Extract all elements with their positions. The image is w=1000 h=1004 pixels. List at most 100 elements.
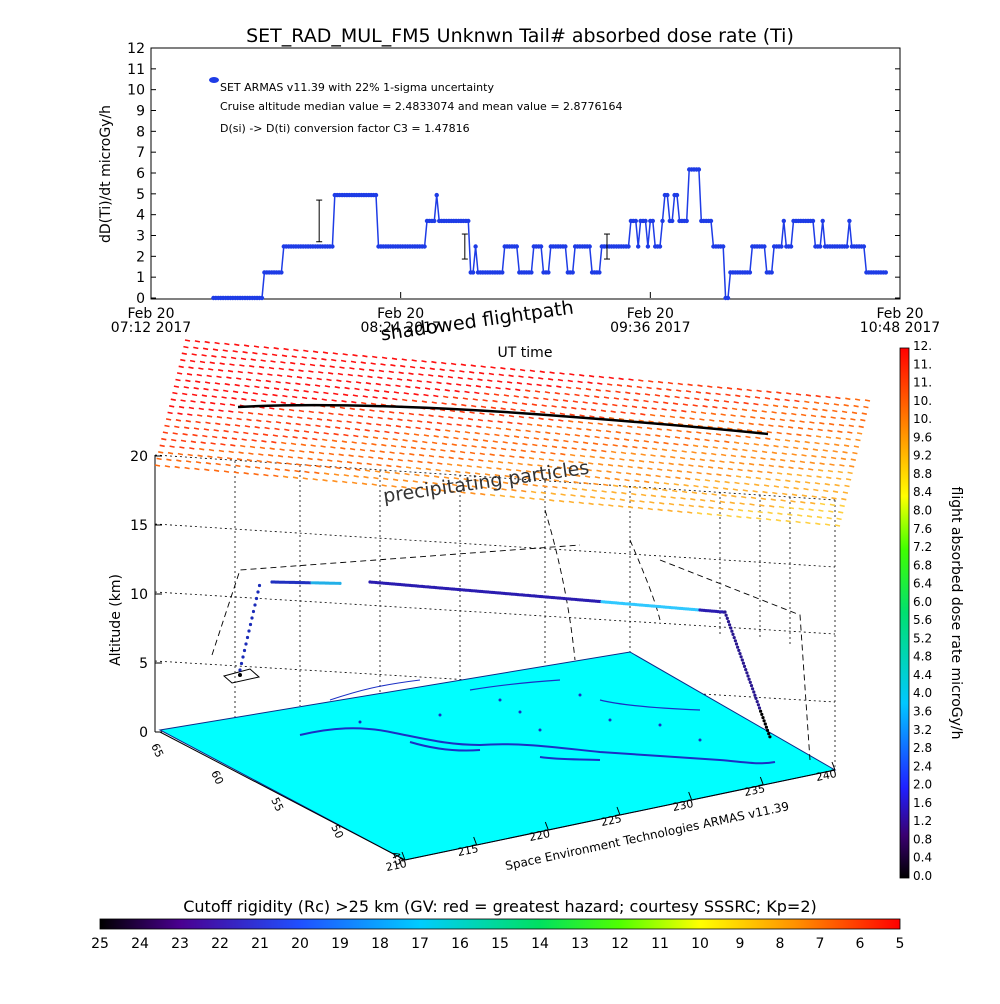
particle-mark <box>521 402 528 406</box>
particle-mark <box>258 365 265 369</box>
particle-mark <box>425 467 431 471</box>
particle-mark <box>508 374 514 378</box>
particle-mark <box>630 452 636 455</box>
particle-mark <box>727 467 733 471</box>
particle-mark <box>812 408 818 411</box>
flightpath-point <box>755 700 759 704</box>
particle-mark <box>653 441 659 444</box>
particle-mark <box>587 381 593 384</box>
particle-mark <box>635 473 642 476</box>
particle-mark <box>639 500 645 503</box>
rigidity-tick-label: 13 <box>571 936 589 952</box>
particle-mark <box>454 430 461 433</box>
particle-mark <box>635 432 641 436</box>
particle-mark <box>286 375 293 378</box>
particle-mark <box>648 460 655 464</box>
particle-mark <box>767 511 773 515</box>
particle-mark <box>382 396 388 400</box>
particle-mark <box>485 385 491 389</box>
particle-mark <box>810 414 817 418</box>
particle-mark <box>179 446 185 449</box>
particle-mark <box>532 484 538 487</box>
particle-mark <box>540 410 546 414</box>
particle-mark <box>738 421 744 425</box>
particle-mark <box>702 405 708 408</box>
particle-mark <box>864 399 871 402</box>
particle-mark <box>273 347 279 350</box>
particle-mark <box>592 402 598 405</box>
particle-mark <box>291 355 297 358</box>
particle-mark <box>461 444 467 447</box>
particle-mark <box>456 383 462 386</box>
dose-point <box>708 218 714 224</box>
particle-mark <box>611 491 617 494</box>
particle-mark <box>290 402 296 405</box>
particle-mark <box>610 410 616 413</box>
particle-mark <box>560 452 566 456</box>
particle-mark <box>734 481 740 485</box>
dose-tick-label: 5.2 <box>913 631 932 645</box>
particle-mark <box>405 466 412 469</box>
particle-mark <box>624 478 630 482</box>
particle-mark <box>349 367 355 370</box>
particle-mark <box>654 394 661 397</box>
particle-mark <box>617 464 623 468</box>
particle-mark <box>491 487 497 490</box>
particle-mark <box>741 408 748 412</box>
particle-mark <box>207 455 213 458</box>
particle-mark <box>845 478 852 481</box>
particle-mark <box>289 449 295 452</box>
particle-mark <box>256 419 262 422</box>
particle-mark <box>619 458 625 461</box>
particle-mark <box>471 404 477 408</box>
particle-mark <box>392 438 398 441</box>
particle-mark <box>212 435 218 439</box>
particle-mark <box>620 411 626 414</box>
particle-mark <box>827 429 833 433</box>
flightpath-point <box>725 616 729 621</box>
particle-mark <box>354 428 361 431</box>
particle-mark <box>522 483 528 486</box>
particle-mark <box>629 499 635 502</box>
particle-mark <box>340 359 347 363</box>
particle-mark <box>441 361 447 365</box>
particle-mark <box>331 439 338 443</box>
particle-mark <box>605 430 612 433</box>
particle-mark <box>856 432 863 435</box>
particle-mark <box>512 442 518 445</box>
particle-mark <box>354 387 360 391</box>
particle-mark <box>710 412 717 416</box>
particle-mark <box>708 506 714 509</box>
particle-mark <box>269 407 275 410</box>
particle-mark <box>273 387 280 390</box>
particle-mark <box>158 451 164 454</box>
particle-mark <box>720 413 726 416</box>
particle-mark <box>581 448 587 451</box>
particle-mark <box>343 433 349 437</box>
particle-mark <box>443 476 450 479</box>
particle-mark <box>562 399 569 402</box>
particle-mark <box>385 424 392 427</box>
particle-mark <box>590 495 596 499</box>
particle-mark <box>262 393 268 396</box>
particle-mark <box>499 413 505 417</box>
particle-mark <box>743 442 750 445</box>
particle-mark <box>363 435 369 439</box>
particle-mark <box>397 418 403 421</box>
particle-mark <box>216 415 223 419</box>
particle-mark <box>419 366 426 370</box>
particle-mark <box>595 429 602 432</box>
particle-mark <box>836 477 842 480</box>
particle-mark <box>390 444 397 448</box>
particle-mark <box>406 378 413 382</box>
particle-mark <box>243 431 249 435</box>
particle-mark <box>487 379 493 382</box>
particle-mark <box>228 410 234 413</box>
particle-mark <box>682 403 689 406</box>
particle-mark <box>497 380 503 383</box>
particle-mark <box>229 363 235 366</box>
dose-point <box>422 244 427 249</box>
particle-mark <box>515 469 522 472</box>
particle-mark <box>558 459 564 463</box>
particle-mark <box>305 423 311 427</box>
